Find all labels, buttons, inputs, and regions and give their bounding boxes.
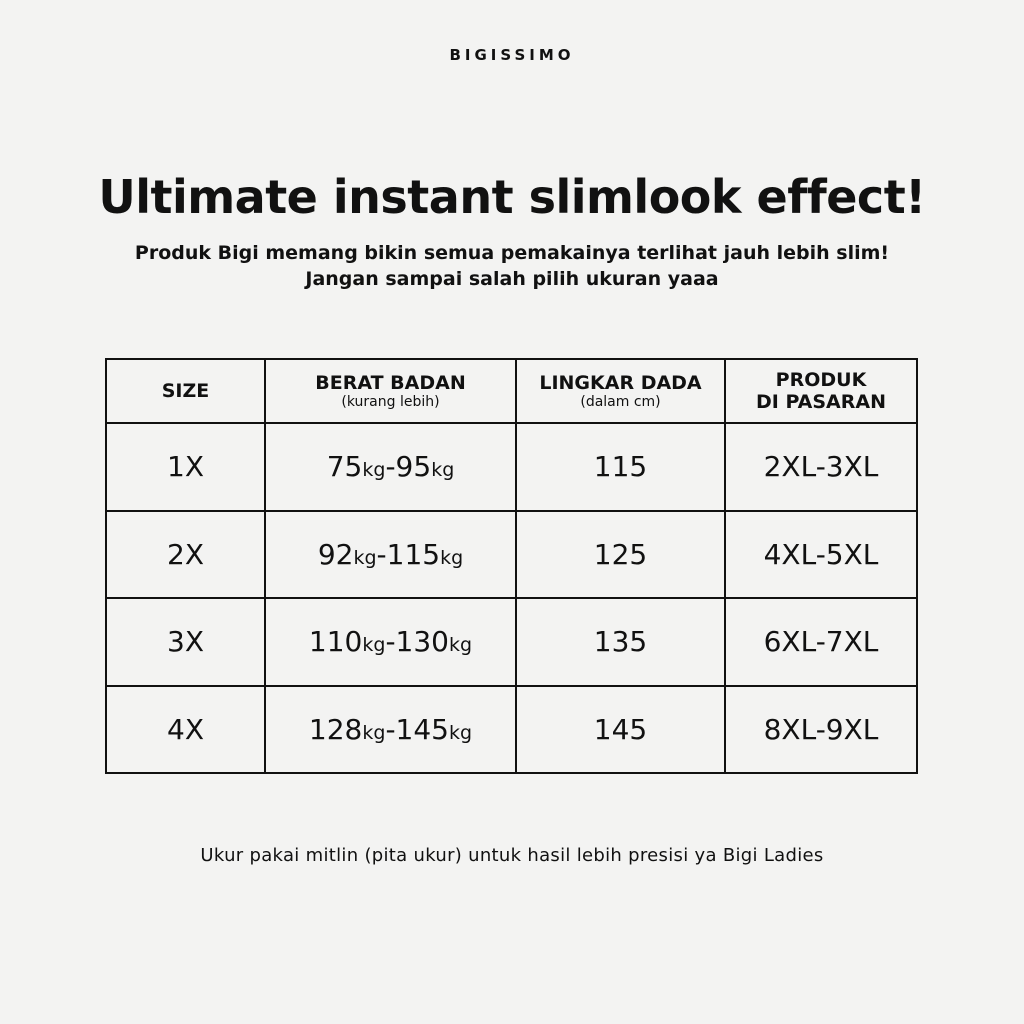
size-cell: 4X xyxy=(105,684,266,774)
weight-cell: 75kg-95kg xyxy=(264,422,517,512)
chest-cell: 145 xyxy=(515,684,726,774)
table-row: 3X 110kg-130kg 135 6XL-7XL xyxy=(105,597,918,687)
weight-cell: 110kg-130kg xyxy=(264,597,517,687)
header-chest: LINGKAR DADA (dalam cm) xyxy=(515,358,726,424)
brand-logo: BIGISSIMO xyxy=(449,46,575,64)
header-size: SIZE xyxy=(105,358,266,424)
weight-cell: 92kg-115kg xyxy=(264,509,517,599)
table-row: 4X 128kg-145kg 145 8XL-9XL xyxy=(105,684,918,774)
market-size-cell: 2XL-3XL xyxy=(724,422,918,512)
size-chart-table: SIZE BERAT BADAN (kurang lebih) LINGKAR D… xyxy=(105,358,918,774)
subtitle: Produk Bigi memang bikin semua pemakainy… xyxy=(0,240,1024,292)
market-size-cell: 8XL-9XL xyxy=(724,684,918,774)
chest-cell: 125 xyxy=(515,509,726,599)
size-cell: 1X xyxy=(105,422,266,512)
table-row: 1X 75kg-95kg 115 2XL-3XL xyxy=(105,422,918,512)
footer-note: Ukur pakai mitlin (pita ukur) untuk hasi… xyxy=(200,845,824,866)
header-weight: BERAT BADAN (kurang lebih) xyxy=(264,358,517,424)
weight-cell: 128kg-145kg xyxy=(264,684,517,774)
chest-cell: 135 xyxy=(515,597,726,687)
subtitle-line: Jangan sampai salah pilih ukuran yaaa xyxy=(305,268,719,290)
size-cell: 3X xyxy=(105,597,266,687)
table-row: 2X 92kg-115kg 125 4XL-5XL xyxy=(105,509,918,599)
subtitle-line: Produk Bigi memang bikin semua pemakainy… xyxy=(134,242,890,264)
page-title: Ultimate instant slimlook effect! xyxy=(98,170,926,224)
market-size-cell: 4XL-5XL xyxy=(724,509,918,599)
market-size-cell: 6XL-7XL xyxy=(724,597,918,687)
chest-cell: 115 xyxy=(515,422,726,512)
table-header-row: SIZE BERAT BADAN (kurang lebih) LINGKAR D… xyxy=(105,358,918,424)
size-cell: 2X xyxy=(105,509,266,599)
header-market: PRODUK DI PASARAN xyxy=(724,358,918,424)
